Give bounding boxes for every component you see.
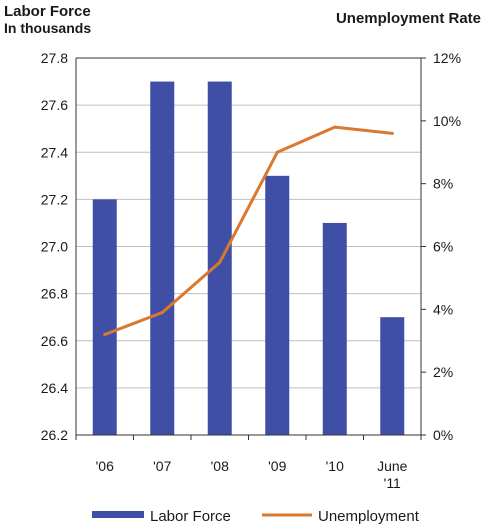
unemployment-point (333, 125, 337, 129)
y-right-tick-label: 12% (433, 50, 461, 66)
labor-force-bar (92, 199, 117, 435)
left-axis-title: Labor Force (4, 3, 91, 20)
y-left-tick-label: 27.6 (41, 97, 68, 113)
y-left-tick-label: 27.2 (41, 191, 68, 207)
legend-label-labor-force: Labor Force (150, 508, 231, 525)
unemployment-point (103, 332, 107, 336)
x-tick-label: '09 (268, 458, 286, 474)
y-left-tick-label: 26.4 (41, 380, 68, 396)
y-left-tick-label: 27.0 (41, 239, 68, 255)
y-right-tick-label: 8% (433, 176, 453, 192)
right-axis-title: Unemployment Rate (335, 10, 481, 27)
labor-force-bar (322, 222, 347, 435)
unemployment-point (275, 150, 279, 154)
y-right-tick-label: 0% (433, 427, 453, 443)
y-left-tick-label: 27.4 (41, 144, 68, 160)
x-tick-label: '07 (153, 458, 171, 474)
x-tick-label: June (377, 458, 408, 474)
x-tick-label: '08 (211, 458, 229, 474)
unemployment-point (160, 310, 164, 314)
y-left-tick-label: 26.6 (41, 333, 68, 349)
y-right-tick-label: 2% (433, 364, 453, 380)
labor-force-bar (150, 81, 175, 435)
x-tick-label: '11 (384, 475, 401, 491)
y-left-tick-label: 27.8 (41, 50, 68, 66)
gridlines (76, 104, 421, 389)
unemployment-series-line (103, 125, 394, 336)
unemployment-point (390, 131, 394, 135)
y-left-tick-label: 26.8 (41, 286, 68, 302)
labor-force-bars (92, 81, 405, 435)
tick-labels: 27.8 27.6 27.4 27.2 27.0 26.8 26.6 26.4 26.2 12% 1… (41, 50, 461, 491)
legend-swatch-labor-force (92, 511, 144, 518)
y-right-tick-label: 10% (433, 113, 461, 129)
x-tick-label: '10 (326, 458, 344, 474)
x-tick-label: '06 (96, 458, 114, 474)
unemployment-line (103, 125, 394, 336)
labor-force-bar (265, 175, 290, 435)
legend-label-unemployment: Unemployment (318, 508, 420, 525)
left-axis-subtitle: In thousands (4, 20, 92, 36)
y-right-tick-label: 6% (433, 239, 453, 255)
legend: Labor Force Unemployment (92, 508, 420, 525)
labor-force-bar (207, 81, 232, 435)
y-left-tick-label: 26.2 (41, 427, 68, 443)
unemployment-point (218, 260, 222, 264)
y-right-tick-label: 4% (433, 301, 453, 317)
labor-force-bar (380, 317, 405, 435)
axes (75, 57, 426, 440)
